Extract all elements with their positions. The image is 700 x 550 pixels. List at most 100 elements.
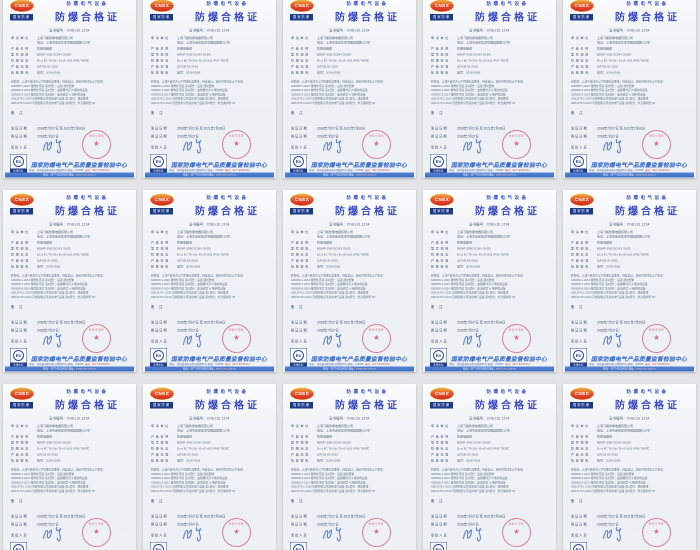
remark-label: 备 注 <box>151 499 165 504</box>
issue-date-label: 发证日期 <box>291 321 308 325</box>
field-value: Ex d ⅡC T6 Gb / Ex tD A21 IP65 T80℃ <box>597 59 649 63</box>
renew-date-row: 换证日期 2016年7月27日 <box>291 328 411 333</box>
field-label: 产品标准 <box>11 65 31 69</box>
notice-intro: 经检验，上述产品符合以下防爆标准要求，特发此证。使用时须注意以下事项： <box>11 80 106 84</box>
renew-date-value: 2016年7月27日 <box>457 329 479 333</box>
notice-line: GB3836.9-2014 爆炸性环境 第9部分：由浇封型“m”保护的设备 <box>431 93 506 97</box>
remark-label: 备 注 <box>11 499 25 504</box>
notice-line: GB3836.2-2010 爆炸性环境 第2部分：由隔爆外壳“d”保护的设备 <box>291 283 368 287</box>
issue-date-row: 发证日期 2016年7月27日 至 2021年7月26日 <box>431 126 551 131</box>
renew-date-value: 2016年7月27日 <box>597 329 619 333</box>
issue-date-value: 2016年7月27日 至 2021年7月26日 <box>317 321 366 325</box>
field-value: Ex d ⅡC T6 Gb / Ex tD A21 IP65 T80℃ <box>177 447 229 451</box>
field-value: 防爆电磁阀 <box>317 435 333 439</box>
standards-notice: 经检验，上述产品符合以下防爆标准要求，特发此证。使用时须注意以下事项： GB38… <box>151 274 271 300</box>
notice-line: GB3836.2-2010 爆炸性环境 第2部分：由隔爆外壳“d”保护的设备 <box>571 477 648 481</box>
field-row-ex-marking: 防爆标志 Ex d ⅡC T6 Gb / Ex tD A21 IP65 T80℃ <box>431 59 551 63</box>
notice-line: GB3836.1-2010 爆炸性环境 第1部分：设备 通用要求 <box>431 84 495 88</box>
field-value: Ex d ⅡC T6 Gb / Ex tD A21 IP65 T80℃ <box>177 59 229 63</box>
field-row-ex-marking: 防爆标志 Ex d ⅡC T6 Gb / Ex tD A21 IP65 T80℃ <box>571 253 691 257</box>
field-value: 上海飞策防爆电器有限公司 地址：上海市嘉定区安亭镇园国路215号 <box>597 425 691 433</box>
certificate-body: CNEX 国家防爆 防爆电气设备 防爆合格证 证书编号：CNEx16.1234 … <box>143 0 276 178</box>
certificate-titles: 防爆电气设备 防爆合格证 <box>462 388 553 412</box>
certificate-page[interactable]: CNEX 国家防爆 防爆电气设备 防爆合格证 证书编号：CNEx16.1234 … <box>563 190 696 372</box>
field-row-product-name: 产品名称 防爆电磁阀 <box>11 47 131 51</box>
notice-line: GB12476.1-2013 可燃性粉尘环境用电气设备 第1部分：通用要求 <box>291 291 369 295</box>
notice-line: GB3836.1-2010 爆炸性环境 第1部分：设备 通用要求 <box>151 278 215 282</box>
field-value: Q/FCB 02-2015 <box>37 259 59 263</box>
field-label: 申请单位 <box>151 425 171 428</box>
inspection-center-name: 国家防爆电气产品质量监督检验中心 <box>451 162 547 169</box>
ex-mark-symbol: Ex <box>293 544 304 550</box>
field-value: Q/FCB 02-2015 <box>177 259 199 263</box>
cnex-logo-caption: 国家防爆 <box>150 14 173 21</box>
certificate-title: 防爆合格证 <box>335 206 400 217</box>
certificate-number-value: CNEx16.1234 <box>626 223 650 227</box>
official-seal: 检验专用章 ★ <box>642 518 671 547</box>
notice-line: GB3836.9-2014 爆炸性环境 第9部分：由浇封型“m”保护的设备 <box>11 481 86 485</box>
field-row-standard: 产品标准 Q/FCB 02-2015 <box>431 65 551 69</box>
certificate-number-label: 证书编号： <box>189 417 207 421</box>
certificate-titles: 防爆电气设备 防爆合格证 <box>42 388 133 412</box>
cnex-logo: CNEX 国家防爆 <box>290 0 315 21</box>
notice-line: GB3836.1-2010 爆炸性环境 第1部分：设备 通用要求 <box>151 472 215 476</box>
field-value: 防爆电磁阀 <box>597 435 613 439</box>
field-value: 防爆电磁阀 <box>177 435 193 439</box>
official-seal: 检验专用章 ★ <box>502 518 531 547</box>
certificate-page[interactable]: CNEX 国家防爆 防爆电气设备 防爆合格证 证书编号：CNEx16.1234 … <box>563 0 696 178</box>
renew-date-label: 换证日期 <box>431 135 448 139</box>
field-row-model: 型号规格 BDMF-25B DC24V DN25 <box>571 53 691 57</box>
certificate-page[interactable]: CNEX 国家防爆 防爆电气设备 防爆合格证 证书编号：CNEx16.1234 … <box>423 0 556 178</box>
contact-line: 地址：河南省南阳市中州西路83号 邮编：473008 电话：0377-63239… <box>3 169 136 172</box>
field-list: 申请单位 上海飞策防爆电器有限公司 地址：上海市嘉定区安亭镇园国路215号 产品… <box>291 37 411 77</box>
field-label: 产品标准 <box>571 259 591 263</box>
field-value: Q/FCB 02-2015 <box>597 453 619 457</box>
certificate-page[interactable]: CNEX 国家防爆 防爆电气设备 防爆合格证 证书编号：CNEx16.1234 … <box>143 384 276 550</box>
certificate-number: 证书编号：CNEx16.1234 <box>423 28 556 33</box>
notice-line: GB3836.1-2010 爆炸性环境 第1部分：设备 通用要求 <box>11 84 75 88</box>
field-value: 防爆电磁阀 <box>597 241 613 245</box>
field-row-model: 型号规格 BDMF-25B DC24V DN25 <box>431 247 551 251</box>
footer-band: 传真：0377-63226050 网址：www.cnex.com.cn <box>145 366 274 372</box>
certificate-titles: 防爆电气设备 防爆合格证 <box>462 0 553 24</box>
certificate-number-label: 证书编号： <box>189 223 207 227</box>
certificate-page[interactable]: CNEX 国家防爆 防爆电气设备 防爆合格证 证书编号：CNEx16.1234 … <box>563 384 696 550</box>
certificate-page[interactable]: CNEX 国家防爆 防爆电气设备 防爆合格证 证书编号：CNEx16.1234 … <box>283 190 416 372</box>
cnex-logo-ellipse: CNEX <box>430 387 454 400</box>
certificate-number: 证书编号：CNEx16.1234 <box>3 28 136 33</box>
certificate-page[interactable]: CNEX 国家防爆 防爆电气设备 防爆合格证 证书编号：CNEx16.1234 … <box>3 0 136 178</box>
field-value: 防爆电磁阀 <box>457 241 473 245</box>
cnex-logo-ellipse: CNEX <box>10 0 34 12</box>
remark-label: 备 注 <box>431 111 445 116</box>
certificate-page[interactable]: CNEX 国家防爆 防爆电气设备 防爆合格证 证书编号：CNEx16.1234 … <box>143 190 276 372</box>
inspection-center-name: 国家防爆电气产品质量监督检验中心 <box>591 162 687 169</box>
approver-label: 审批人员 <box>431 534 448 538</box>
cnex-logo-ellipse: CNEX <box>150 193 174 206</box>
notice-line: GB12476.5-2013 可燃性粉尘环境用电气设备 第5部分：外壳保护型“t… <box>11 101 96 105</box>
field-value: 上海飞策防爆电器有限公司 地址：上海市嘉定区安亭镇园国路215号 <box>317 425 411 433</box>
issue-date-value: 2016年7月27日 至 2021年7月26日 <box>457 321 506 325</box>
notice-line: GB3836.2-2010 爆炸性环境 第2部分：由隔爆外壳“d”保护的设备 <box>151 89 228 93</box>
certificate-page[interactable]: CNEX 国家防爆 防爆电气设备 防爆合格证 证书编号：CNEx16.1234 … <box>423 190 556 372</box>
seal-caption: 检验专用章 <box>368 522 384 526</box>
field-list: 申请单位 上海飞策防爆电器有限公司 地址：上海市嘉定区安亭镇园国路215号 产品… <box>571 231 691 271</box>
standards-notice: 经检验，上述产品符合以下防爆标准要求，特发此证。使用时须注意以下事项： GB38… <box>291 274 411 300</box>
contact-phone: 电话：0377-63239712 <box>224 363 250 366</box>
certificate-page[interactable]: CNEX 国家防爆 防爆电气设备 防爆合格证 证书编号：CNEx16.1234 … <box>143 0 276 178</box>
certificate-supertitle: 防爆电气设备 <box>486 389 529 394</box>
seal-star-icon: ★ <box>233 139 240 148</box>
certificate-page[interactable]: CNEX 国家防爆 防爆电气设备 防爆合格证 证书编号：CNEx16.1234 … <box>3 190 136 372</box>
field-label: 产品名称 <box>11 47 31 51</box>
notice-line: GB3836.1-2010 爆炸性环境 第1部分：设备 通用要求 <box>11 278 75 282</box>
remark-label: 备 注 <box>431 305 445 310</box>
notice-line: GB3836.9-2014 爆炸性环境 第9部分：由浇封型“m”保护的设备 <box>11 287 86 291</box>
certificate-page[interactable]: CNEX 国家防爆 防爆电气设备 防爆合格证 证书编号：CNEx16.1234 … <box>423 384 556 550</box>
notice-line: GB3836.9-2014 爆炸性环境 第9部分：由浇封型“m”保护的设备 <box>151 93 226 97</box>
certificate-page[interactable]: CNEX 国家防爆 防爆电气设备 防爆合格证 证书编号：CNEx16.1234 … <box>3 384 136 550</box>
field-row-product-name: 产品名称 防爆电磁阀 <box>151 435 271 439</box>
certificate-page[interactable]: CNEX 国家防爆 防爆电气设备 防爆合格证 证书编号：CNEx16.1234 … <box>283 0 416 178</box>
field-list: 申请单位 上海飞策防爆电器有限公司 地址：上海市嘉定区安亭镇园国路215号 产品… <box>571 37 691 77</box>
certificate-page[interactable]: CNEX 国家防爆 防爆电气设备 防爆合格证 证书编号：CNEx16.1234 … <box>283 384 416 550</box>
issue-date-label: 发证日期 <box>151 321 168 325</box>
field-value: Ex d ⅡC T6 Gb / Ex tD A21 IP65 T80℃ <box>37 447 89 451</box>
